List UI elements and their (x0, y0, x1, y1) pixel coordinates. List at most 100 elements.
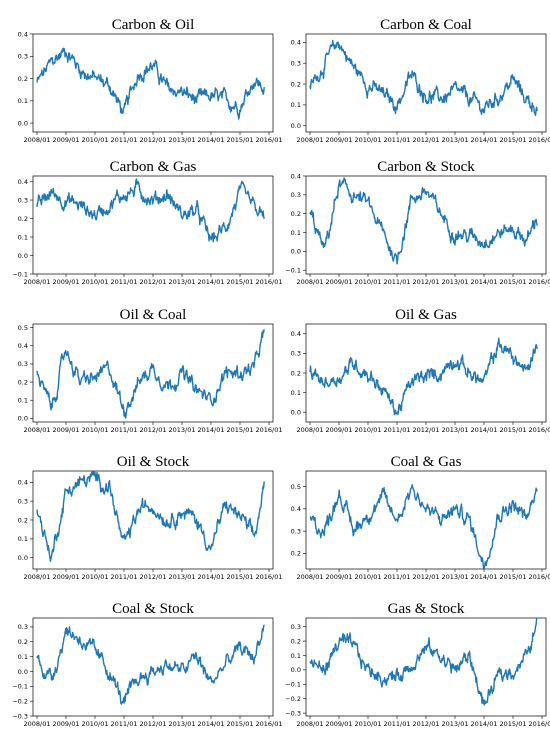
panel-title: Oil & Stock (117, 454, 190, 470)
x-tick-label: 2016/01 (528, 278, 550, 286)
x-tick-label: 2011/01 (383, 426, 410, 434)
plot-frame (32, 33, 274, 133)
panel-title: Carbon & Oil (112, 17, 195, 33)
x-tick-label: 2008/01 (23, 426, 50, 434)
y-tick-label: 0.1 (18, 233, 28, 241)
x-tick-label: 2014/01 (197, 426, 224, 434)
y-tick-label: 0.0 (18, 415, 28, 423)
x-tick-label: 2012/01 (412, 136, 439, 144)
series-line (309, 177, 538, 265)
x-tick-label: 2011/01 (110, 278, 137, 286)
y-tick-label: 0.3 (291, 59, 301, 67)
x-tick-label: 2010/01 (81, 720, 108, 728)
series-line (309, 39, 538, 117)
y-tick-label: 0.4 (18, 342, 28, 350)
x-tick-label: 2015/01 (499, 426, 526, 434)
y-tick-label: 0.1 (291, 101, 301, 109)
y-tick-label: −0.1 (12, 270, 28, 278)
x-tick-label: 2015/01 (226, 136, 253, 144)
x-tick-label: 2009/01 (52, 426, 79, 434)
x-tick-label: 2008/01 (296, 720, 323, 728)
x-tick-label: 2014/01 (197, 136, 224, 144)
y-tick-label: 0.3 (18, 497, 28, 505)
y-tick-label: 0.5 (18, 324, 28, 332)
x-tick-label: 2016/01 (255, 426, 282, 434)
x-tick-label: 2011/01 (110, 426, 137, 434)
x-tick-label: 2015/01 (499, 136, 526, 144)
y-tick-label: 0.1 (18, 97, 28, 105)
x-tick-label: 2013/01 (441, 573, 468, 581)
x-tick-label: 2008/01 (296, 573, 323, 581)
x-tick-label: 2016/01 (255, 278, 282, 286)
x-tick-label: 2015/01 (226, 720, 253, 728)
y-tick-label: 0.2 (291, 369, 301, 377)
x-tick-label: 2014/01 (470, 136, 497, 144)
x-tick-label: 2011/01 (110, 573, 137, 581)
x-tick-label: 2014/01 (470, 720, 497, 728)
x-tick-label: 2010/01 (354, 136, 381, 144)
x-tick-label: 2016/01 (528, 720, 550, 728)
x-tick-label: 2013/01 (168, 573, 195, 581)
x-tick-label: 2011/01 (110, 136, 137, 144)
x-tick-label: 2016/01 (255, 573, 282, 581)
x-tick-label: 2016/01 (528, 573, 550, 581)
x-tick-label: 2008/01 (296, 426, 323, 434)
y-tick-label: 0.3 (291, 191, 301, 199)
y-tick-label: 0.4 (18, 479, 28, 487)
plot-frame (305, 175, 547, 275)
x-tick-label: 2016/01 (255, 720, 282, 728)
x-tick-label: 2009/01 (325, 136, 352, 144)
x-tick-label: 2008/01 (23, 720, 50, 728)
x-tick-label: 2012/01 (412, 720, 439, 728)
x-tick-label: 2011/01 (383, 136, 410, 144)
panel-carbon-stock: Carbon & Stock 2008/01 2009/01 2010/01 2011/… (285, 159, 550, 286)
y-tick-label: −0.1 (12, 683, 28, 691)
y-tick-label: 0.1 (18, 397, 28, 405)
y-tick-label: 0.4 (18, 30, 28, 38)
x-tick-label: 2012/01 (412, 573, 439, 581)
x-tick-label: 2014/01 (197, 278, 224, 286)
y-tick-label: −0.2 (12, 697, 28, 705)
panel-title: Gas & Stock (388, 601, 465, 617)
series-line (36, 178, 265, 243)
y-tick-label: 0.1 (18, 535, 28, 543)
y-tick-label: 0.0 (18, 554, 28, 562)
y-tick-label: 0.2 (291, 210, 301, 218)
y-tick-label: 0.0 (18, 668, 28, 676)
y-tick-label: 0.5 (291, 483, 301, 491)
y-tick-label: −0.3 (12, 712, 28, 720)
y-tick-label: 0.3 (18, 623, 28, 631)
panel-coal-stock: Coal & Stock 2008/01 2009/01 2010/01 2011/01… (12, 601, 282, 728)
series-line (309, 618, 538, 706)
panel-title: Carbon & Gas (110, 159, 197, 175)
y-tick-label: 0.0 (291, 666, 301, 674)
y-tick-label: 0.3 (18, 360, 28, 368)
panel-title: Coal & Stock (112, 601, 194, 617)
x-tick-label: 2014/01 (470, 573, 497, 581)
series-line (309, 337, 538, 416)
y-tick-label: 0.4 (18, 178, 28, 186)
plot-frame (305, 617, 547, 717)
x-tick-label: 2008/01 (23, 573, 50, 581)
panel-title: Coal & Gas (391, 454, 462, 470)
x-tick-label: 2013/01 (441, 720, 468, 728)
x-tick-label: 2013/01 (168, 426, 195, 434)
panel-title: Oil & Coal (120, 307, 187, 323)
x-tick-label: 2009/01 (325, 720, 352, 728)
x-tick-label: 2012/01 (139, 426, 166, 434)
x-tick-label: 2016/01 (255, 136, 282, 144)
x-tick-label: 2008/01 (23, 278, 50, 286)
x-tick-label: 2011/01 (383, 720, 410, 728)
y-tick-label: 0.0 (291, 122, 301, 130)
y-tick-label: 0.2 (18, 378, 28, 386)
x-tick-label: 2011/01 (383, 573, 410, 581)
x-tick-label: 2010/01 (354, 278, 381, 286)
x-tick-label: 2008/01 (23, 136, 50, 144)
x-tick-label: 2009/01 (52, 136, 79, 144)
x-tick-label: 2011/01 (110, 720, 137, 728)
x-tick-label: 2016/01 (528, 426, 550, 434)
y-tick-label: 0.0 (18, 119, 28, 127)
